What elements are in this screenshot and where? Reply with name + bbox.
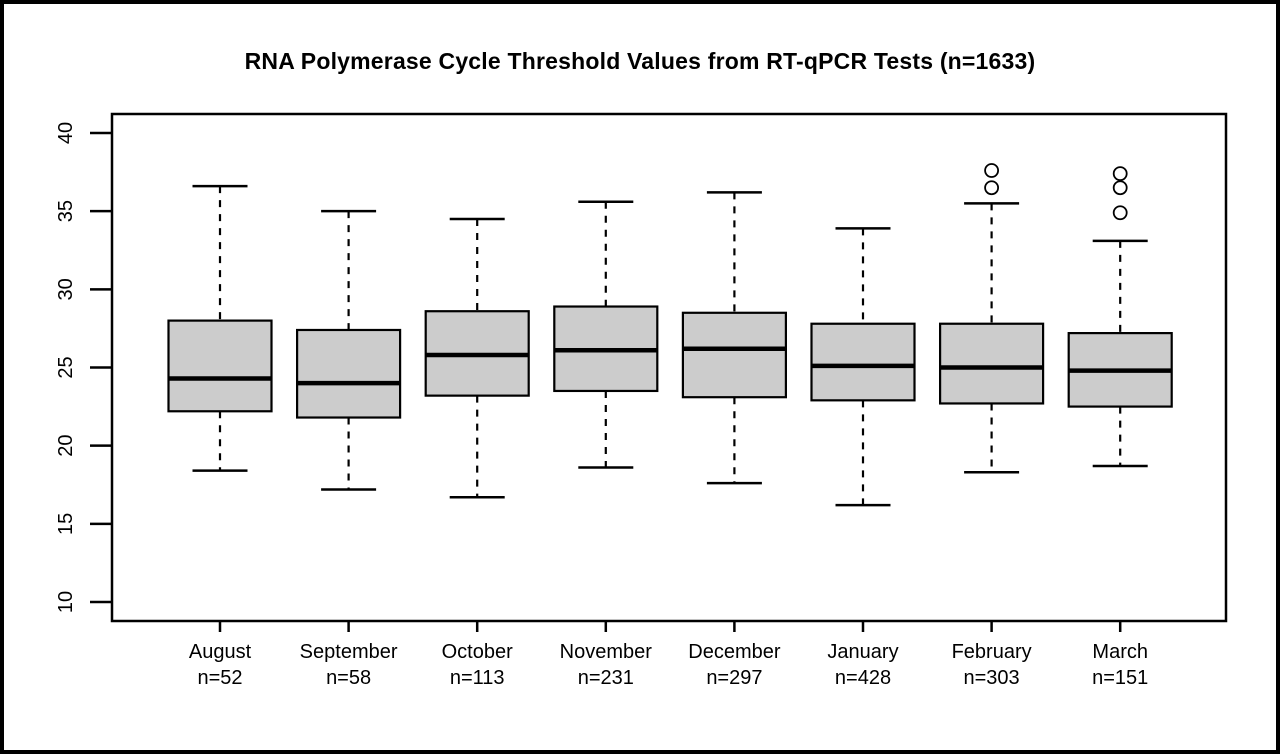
x-tick-label-n: n=58 <box>326 667 371 689</box>
boxplot-october: October n=113 <box>424 217 530 689</box>
y-tick-label: 35 <box>55 200 77 222</box>
x-tick-label-n: n=113 <box>450 667 505 689</box>
x-tick-label-n: n=428 <box>835 667 891 689</box>
boxplot-august: August n=52 <box>167 184 273 689</box>
boxplot-canvas: 10 15 20 25 30 35 40 August n=52 September n=58 Oct… <box>55 112 1228 689</box>
x-tick-label-n: n=297 <box>706 667 762 689</box>
plot-frame <box>110 112 1228 623</box>
outlier-point <box>1112 180 1128 196</box>
y-tick-label: 20 <box>55 435 77 457</box>
outlier-point <box>1112 205 1128 221</box>
y-tick-label: 30 <box>55 278 77 300</box>
chart-title: RNA Polymerase Cycle Threshold Values fr… <box>244 48 1036 74</box>
y-tick-label: 10 <box>55 591 77 613</box>
boxplot-december: December n=297 <box>681 191 788 689</box>
outlier-point <box>1112 166 1128 182</box>
x-tick-label-month: February <box>952 641 1032 663</box>
x-tick-label-n: n=52 <box>197 667 242 689</box>
y-tick-label: 25 <box>55 356 77 378</box>
iqr-box <box>681 311 788 399</box>
x-tick-label-n: n=303 <box>964 667 1020 689</box>
outlier-point <box>984 180 999 196</box>
iqr-box <box>938 322 1045 405</box>
y-tick-label: 15 <box>55 513 77 535</box>
x-tick-label-month: September <box>300 641 398 663</box>
x-tick-label-month: October <box>442 641 513 663</box>
x-tick-label-month: March <box>1092 641 1148 663</box>
boxplot-february: February n=303 <box>938 163 1045 689</box>
x-tick-label-n: n=151 <box>1092 667 1148 689</box>
y-tick-label: 40 <box>55 122 77 144</box>
boxplot-march: March n=151 <box>1067 166 1173 689</box>
x-tick-label-month: December <box>688 641 781 663</box>
iqr-box <box>167 319 273 413</box>
x-tick-label-n: n=231 <box>578 667 634 689</box>
x-tick-label-month: November <box>560 641 653 663</box>
boxplot-november: November n=231 <box>553 200 659 689</box>
iqr-box <box>810 322 916 402</box>
boxplot-january: January n=428 <box>810 227 916 689</box>
x-tick-label-month: January <box>827 641 898 663</box>
x-tick-label-month: August <box>189 641 252 663</box>
boxplot-september: September n=58 <box>296 209 402 689</box>
y-axis: 10 15 20 25 30 35 40 <box>55 122 112 613</box>
outlier-point <box>984 163 999 178</box>
iqr-box <box>296 328 402 419</box>
